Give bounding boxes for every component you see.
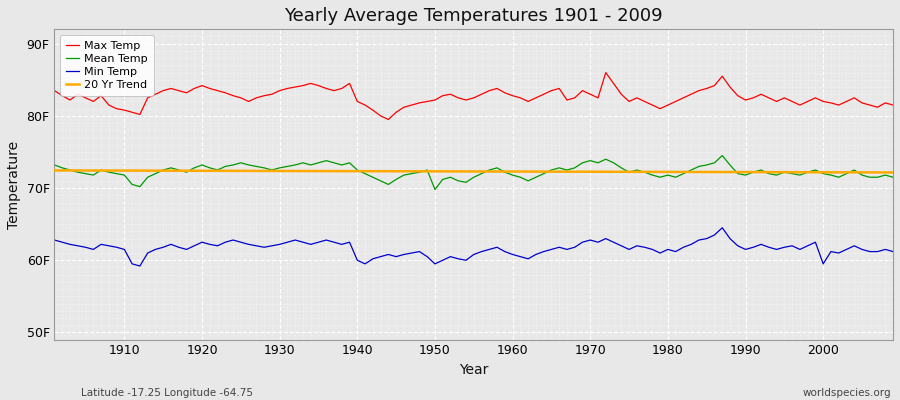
Min Temp [887, 249, 898, 254]
Max Temp [383, 117, 394, 122]
Min Temp [515, 254, 526, 259]
Max Temp [282, 86, 292, 91]
X-axis label: Year: Year [459, 363, 489, 377]
Min Temp [134, 264, 145, 268]
Line: Mean Temp: Mean Temp [55, 156, 893, 190]
Max Temp [112, 106, 122, 111]
Min Temp [337, 242, 347, 247]
Max Temp [887, 103, 898, 108]
Mean Temp [112, 171, 122, 176]
Mean Temp [282, 164, 292, 169]
Mean Temp [515, 175, 526, 180]
Max Temp [616, 92, 626, 97]
Min Temp [50, 238, 60, 242]
Max Temp [50, 88, 60, 93]
Y-axis label: Temperature: Temperature [7, 140, 21, 228]
Mean Temp [328, 160, 339, 165]
Max Temp [600, 70, 611, 75]
Mean Temp [429, 187, 440, 192]
Mean Temp [608, 160, 619, 165]
Legend: Max Temp, Mean Temp, Min Temp, 20 Yr Trend: Max Temp, Mean Temp, Min Temp, 20 Yr Tre… [60, 35, 154, 96]
Mean Temp [508, 173, 518, 178]
Line: Min Temp: Min Temp [55, 228, 893, 266]
Mean Temp [887, 175, 898, 180]
Max Temp [515, 96, 526, 100]
Min Temp [716, 225, 727, 230]
Min Temp [290, 238, 301, 242]
Min Temp [112, 245, 122, 250]
Max Temp [328, 88, 339, 93]
Max Temp [508, 93, 518, 98]
Text: worldspecies.org: worldspecies.org [803, 388, 891, 398]
Mean Temp [716, 153, 727, 158]
Line: Max Temp: Max Temp [55, 72, 893, 120]
Min Temp [608, 240, 619, 244]
Text: Latitude -17.25 Longitude -64.75: Latitude -17.25 Longitude -64.75 [81, 388, 253, 398]
Title: Yearly Average Temperatures 1901 - 2009: Yearly Average Temperatures 1901 - 2009 [284, 7, 663, 25]
Min Temp [508, 252, 518, 257]
Mean Temp [50, 162, 60, 167]
